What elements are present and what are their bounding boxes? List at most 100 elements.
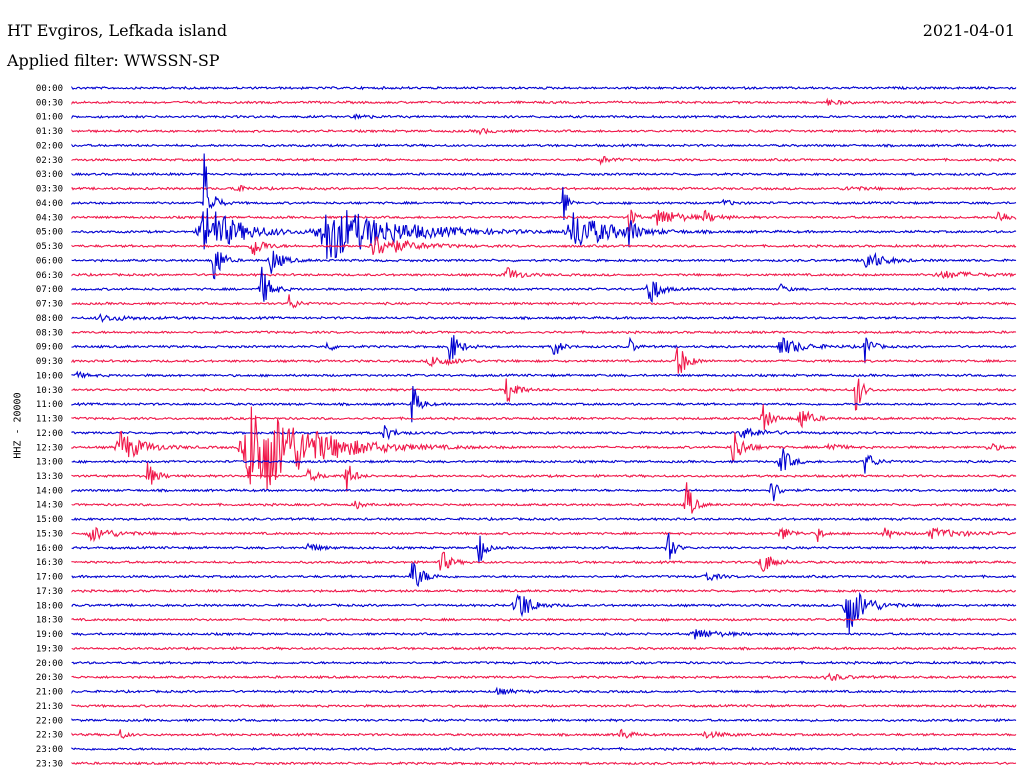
time-tick-label: 17:30 — [36, 587, 63, 597]
time-tick-label: 22:30 — [36, 731, 63, 741]
time-tick-label: 16:00 — [36, 544, 63, 554]
time-tick-label: 14:00 — [36, 486, 63, 496]
time-tick-label: 23:30 — [36, 759, 63, 769]
trace-line — [71, 266, 1017, 303]
time-tick-label: 10:00 — [36, 371, 63, 381]
time-tick-label: 04:00 — [36, 199, 63, 209]
time-tick-label: 20:00 — [36, 659, 63, 669]
trace-line — [71, 483, 1017, 502]
trace-line — [71, 425, 1017, 441]
trace-line — [71, 267, 1017, 280]
trace-line — [71, 97, 1017, 106]
trace-line — [71, 404, 1017, 430]
time-tick-label: 08:00 — [36, 314, 63, 324]
time-tick-label: 16:30 — [36, 558, 63, 568]
trace-line — [71, 171, 1017, 177]
trace-line — [71, 686, 1017, 695]
trace-line — [71, 406, 1017, 490]
filter-label: Applied filter: WWSSN-SP — [7, 51, 220, 70]
trace-line — [71, 532, 1017, 563]
trace-line — [71, 561, 1017, 588]
trace-line — [71, 208, 1017, 259]
trace-line — [71, 370, 1017, 379]
trace-line — [71, 335, 1017, 364]
trace-line — [71, 588, 1016, 594]
time-tick-label: 15:00 — [36, 515, 63, 525]
time-tick-label: 13:00 — [36, 458, 63, 468]
trace-line — [71, 113, 1017, 121]
trace-line — [71, 155, 1017, 166]
time-tick-label: 09:00 — [36, 343, 63, 353]
trace-line — [71, 703, 1017, 709]
trace-line — [71, 746, 1016, 752]
time-tick-label: 01:30 — [36, 127, 63, 137]
trace-line — [71, 660, 1017, 666]
trace-line — [71, 127, 1017, 136]
trace-line — [71, 153, 1017, 220]
trace-line — [71, 718, 1017, 723]
trace-line — [71, 516, 1017, 522]
trace-line — [71, 760, 1017, 766]
time-tick-label: 18:00 — [36, 601, 63, 611]
time-tick-label: 05:00 — [36, 228, 63, 238]
station-title: HT Evgiros, Lefkada island — [7, 21, 228, 40]
time-tick-label: 15:30 — [36, 529, 63, 539]
time-tick-label: 08:30 — [36, 328, 63, 338]
time-tick-label: 02:30 — [36, 156, 63, 166]
time-tick-label: 06:30 — [36, 271, 63, 281]
time-tick-label: 20:30 — [36, 673, 63, 683]
time-tick-label: 01:00 — [36, 113, 63, 123]
time-tick-label: 00:30 — [36, 98, 63, 108]
trace-line — [71, 672, 1017, 682]
time-tick-label: 07:00 — [36, 285, 63, 295]
trace-line — [71, 184, 1017, 193]
time-tick-label: 22:00 — [36, 716, 63, 726]
time-tick-label: 05:30 — [36, 242, 63, 252]
trace-line — [71, 462, 1017, 492]
trace-line — [71, 143, 1017, 148]
trace-line — [71, 448, 1017, 474]
time-tick-label: 02:00 — [36, 141, 63, 151]
trace-line — [71, 482, 1017, 514]
time-tick-label: 19:00 — [36, 630, 63, 640]
trace-line — [71, 378, 1017, 411]
trace-line — [71, 526, 1017, 543]
trace-line — [71, 591, 1017, 634]
trace-line — [71, 347, 1017, 374]
trace-line — [71, 617, 1017, 622]
trace-line — [71, 312, 1017, 324]
time-tick-label: 13:30 — [36, 472, 63, 482]
trace-line — [71, 250, 1017, 280]
time-tick-label: 12:30 — [36, 443, 63, 453]
time-tick-label: 04:30 — [36, 213, 63, 223]
date-label: 2021-04-01 — [922, 21, 1015, 40]
time-tick-label: 21:30 — [36, 702, 63, 712]
trace-line — [71, 85, 1017, 91]
time-tick-label: 21:00 — [36, 688, 63, 698]
time-tick-label: 18:30 — [36, 616, 63, 626]
trace-line — [71, 236, 1017, 256]
time-tick-label: 10:30 — [36, 386, 63, 396]
time-tick-label: 11:30 — [36, 415, 63, 425]
trace-line — [71, 209, 1017, 232]
time-tick-label: 06:00 — [36, 256, 63, 266]
time-tick-label: 14:30 — [36, 501, 63, 511]
time-tick-label: 23:00 — [36, 745, 63, 755]
trace-line — [71, 385, 1017, 423]
time-tick-label: 11:00 — [36, 400, 63, 410]
trace-line — [71, 294, 1017, 309]
time-tick-label: 12:00 — [36, 429, 63, 439]
time-tick-label: 03:00 — [36, 170, 63, 180]
time-tick-label: 19:30 — [36, 644, 63, 654]
time-tick-label: 03:30 — [36, 185, 63, 195]
trace-line — [71, 728, 1017, 739]
trace-line — [71, 646, 1017, 651]
trace-line — [71, 551, 1017, 573]
time-tick-label: 00:00 — [36, 84, 63, 94]
time-tick-label: 07:30 — [36, 300, 63, 310]
time-tick-label: 09:30 — [36, 357, 63, 367]
time-tick-label: 17:00 — [36, 573, 63, 583]
trace-line — [71, 329, 1017, 335]
trace-line — [71, 629, 1017, 640]
